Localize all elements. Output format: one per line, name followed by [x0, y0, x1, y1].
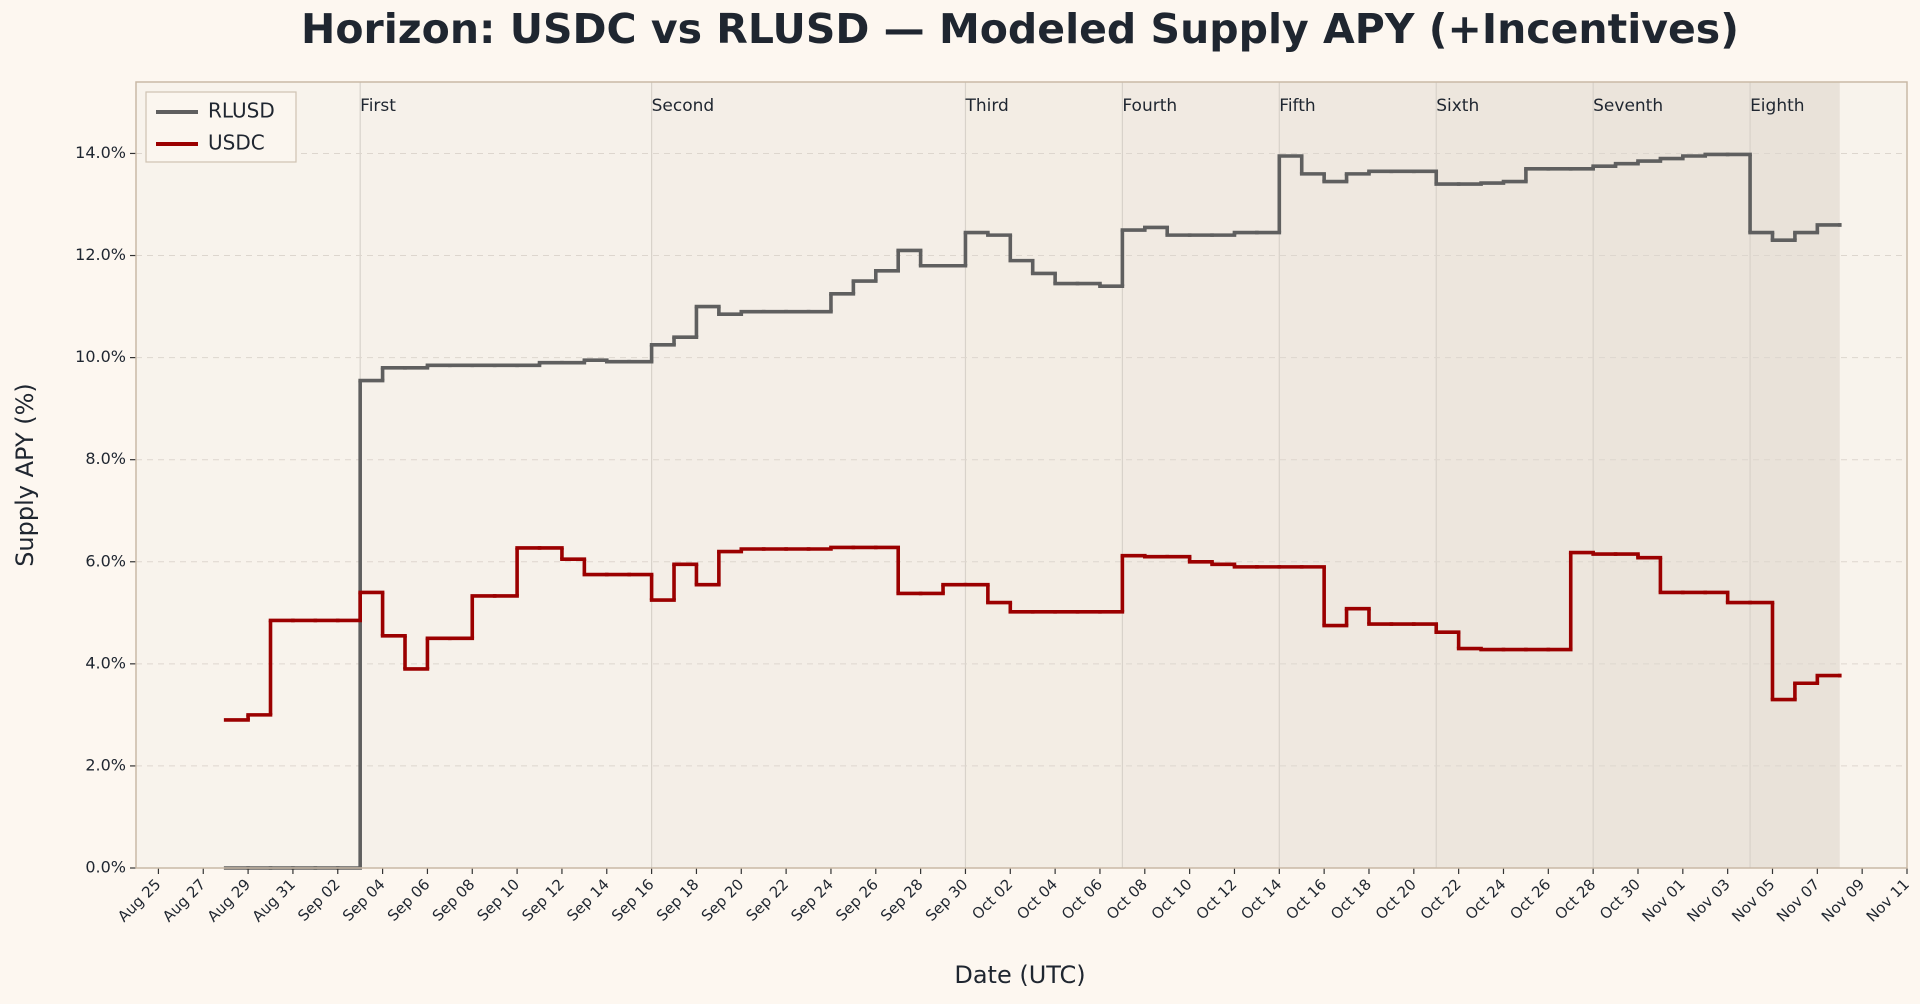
period-band	[1593, 82, 1751, 868]
periods-layer: First Second Third Fourth Fifth Sixth Seventh E…	[359, 82, 1840, 868]
chart-title: Horizon: USDC vs RLUSD — Modeled Supply …	[301, 5, 1739, 53]
y-tick-label: 2.0%	[85, 755, 126, 774]
y-tick-label: 0.0%	[85, 858, 126, 877]
y-tick-label: 6.0%	[85, 551, 126, 570]
y-tick-label: 8.0%	[85, 449, 126, 468]
y-axis-label: Supply APY (%)	[11, 383, 39, 567]
period-label: Sixth	[1436, 96, 1479, 116]
period-band	[1750, 82, 1840, 868]
legend-label: USDC	[208, 131, 265, 155]
legend-label: RLUSD	[208, 99, 275, 123]
period-band	[1122, 82, 1280, 868]
period-label: Fourth	[1122, 96, 1177, 116]
period-label: Seventh	[1593, 96, 1663, 116]
period-band	[360, 82, 651, 868]
period-label: Eighth	[1750, 96, 1804, 116]
period-band	[1436, 82, 1594, 868]
y-tick-label: 12.0%	[75, 245, 126, 264]
period-label: First	[360, 96, 396, 116]
y-tick-label: 4.0%	[85, 653, 126, 672]
y-tick-label: 14.0%	[75, 143, 126, 162]
axes-frame	[135, 81, 1908, 869]
period-band	[652, 82, 966, 868]
period-band	[1279, 82, 1437, 868]
y-tick-label: 10.0%	[75, 347, 126, 366]
period-label: Third	[964, 96, 1008, 116]
period-label: Second	[652, 96, 715, 116]
legend-box	[145, 91, 297, 163]
plot-area	[136, 82, 1907, 868]
x-axis-label: Date (UTC)	[954, 961, 1085, 989]
period-label: Fifth	[1279, 96, 1315, 116]
period-band	[965, 82, 1123, 868]
